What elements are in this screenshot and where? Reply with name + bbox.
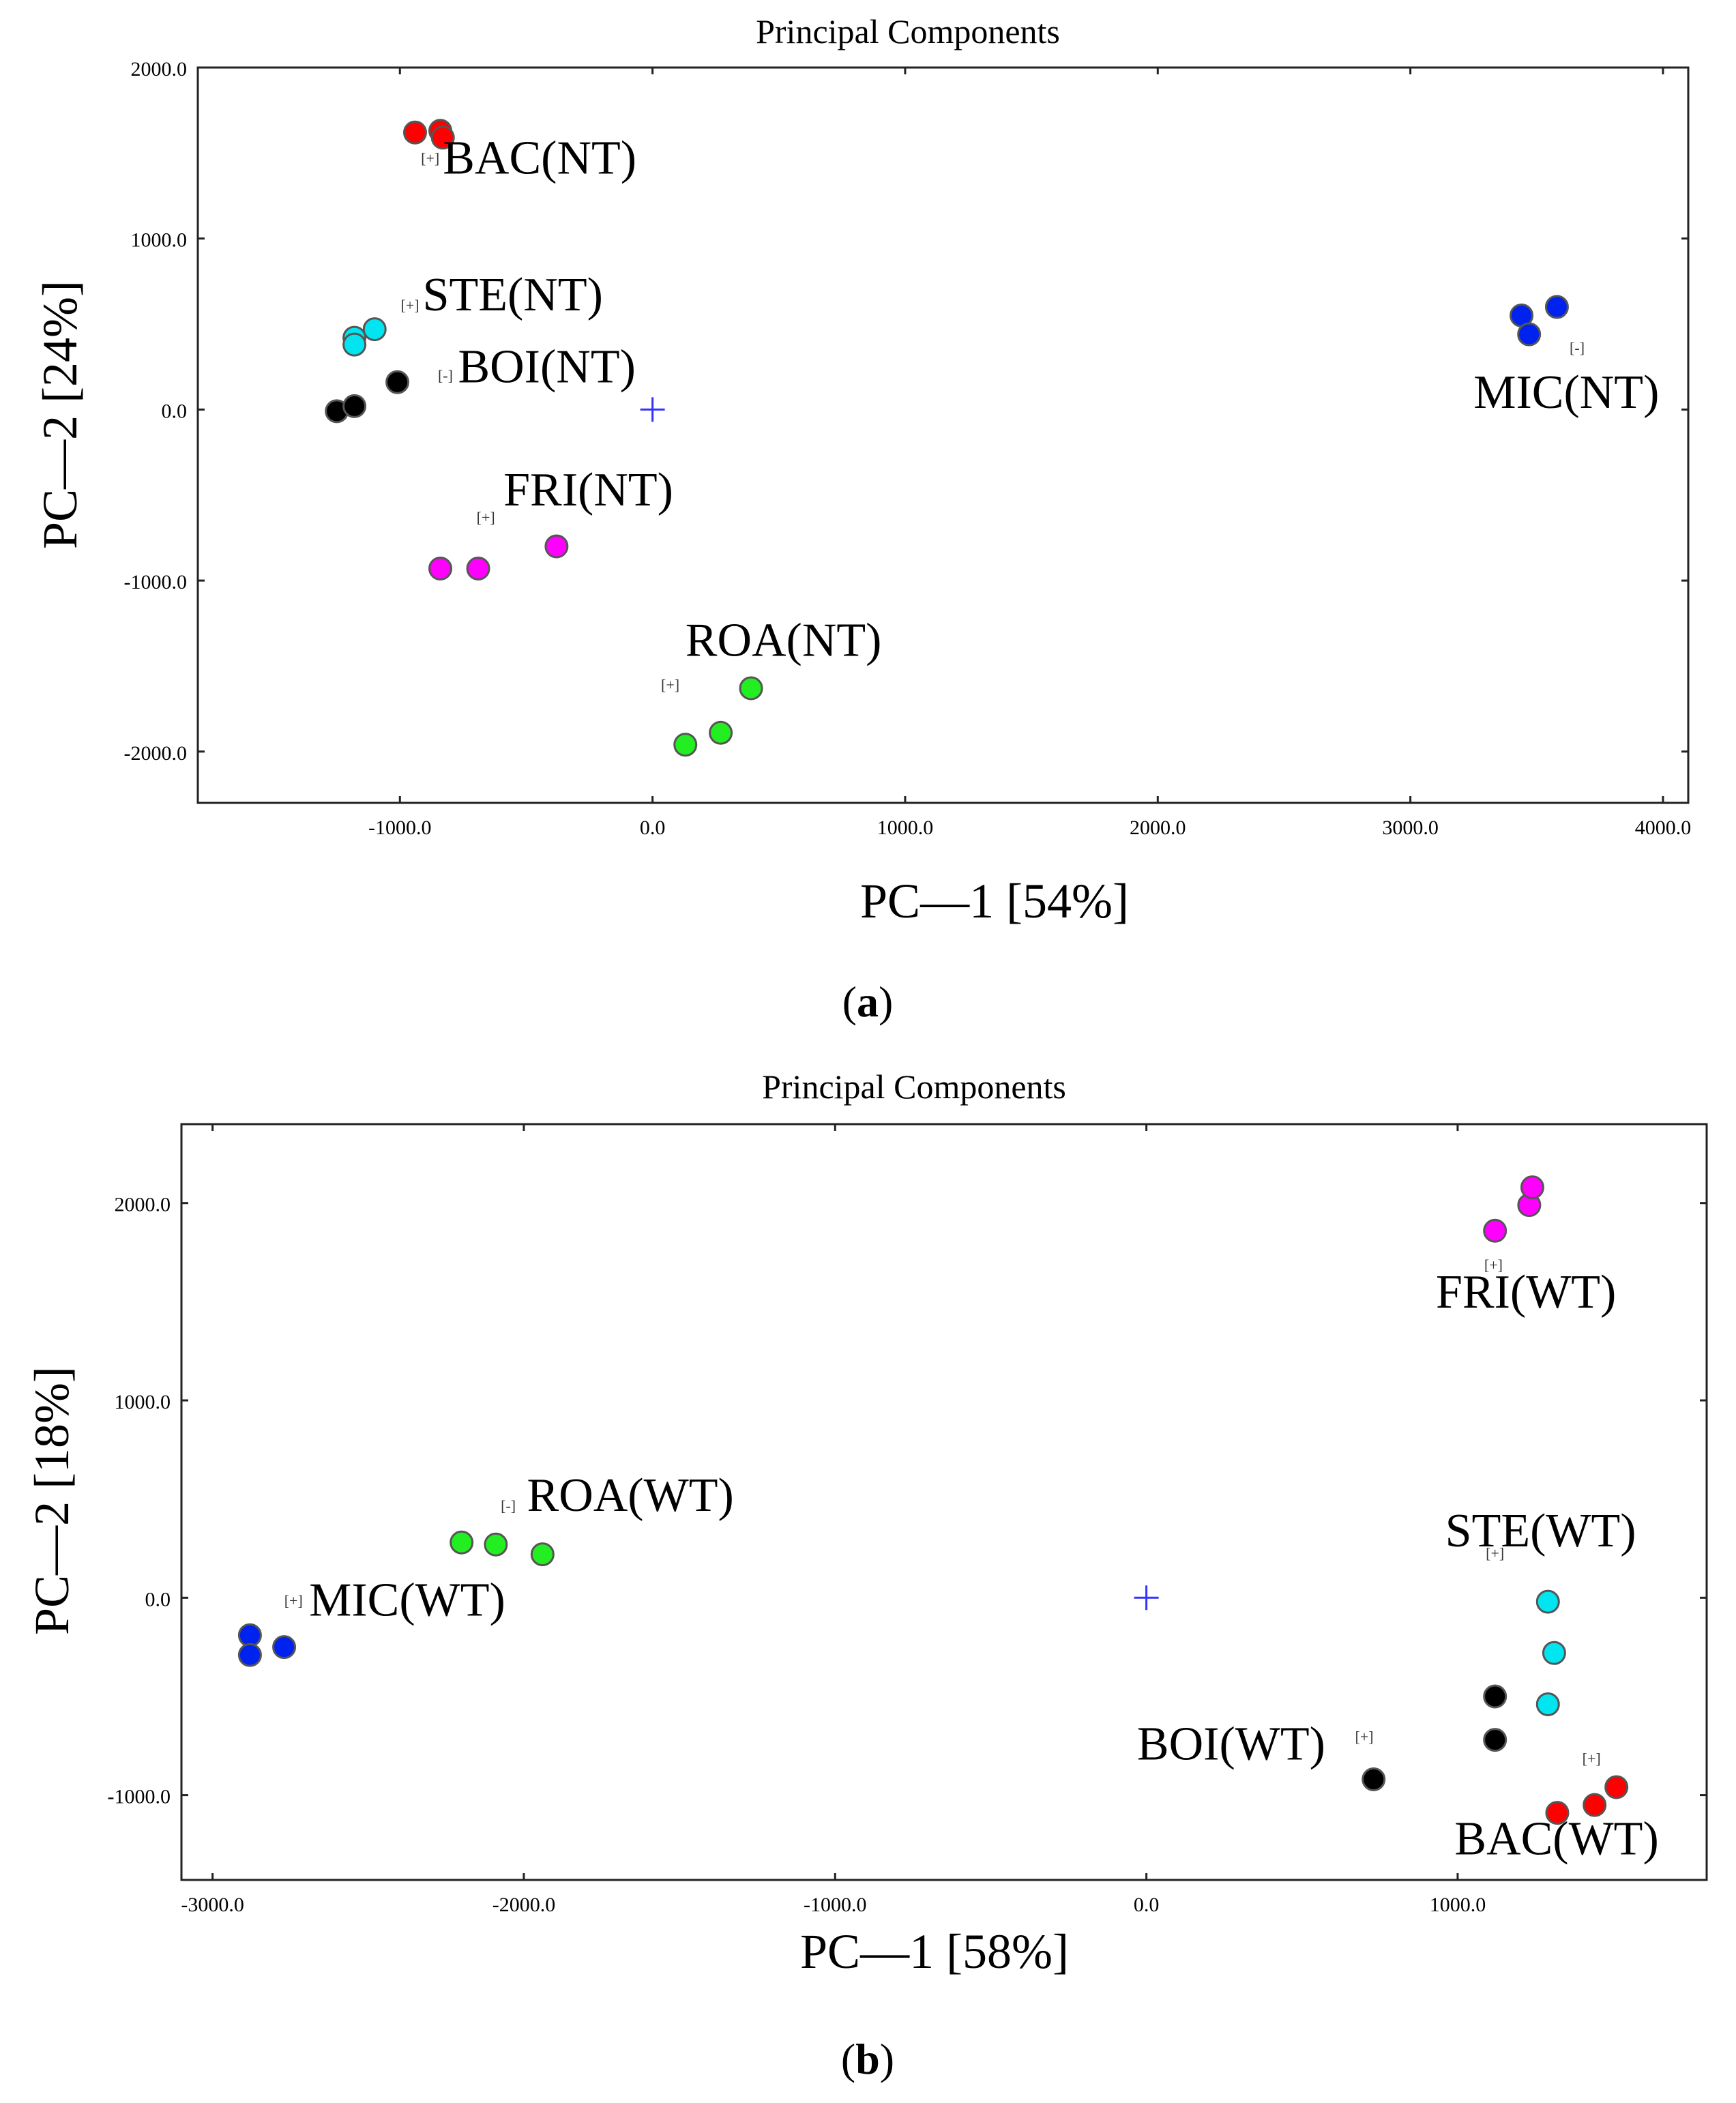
panel-a-marks: [+] BAC(NT)[+] STE(NT)[-] BOI(NT)[+]FRI(NT)… bbox=[325, 119, 1659, 757]
panel-a-marker-stent: [+] bbox=[401, 297, 420, 314]
panel-b-x-tick-label: -3000.0 bbox=[181, 1894, 244, 1916]
panel-b-x-tick-label: 0.0 bbox=[1134, 1894, 1160, 1916]
panel-b-x-ticks: -3000.0 -2000.0 -1000.0 0.0 1000.0 bbox=[181, 1124, 1486, 1916]
panel-a-x-ticks: -1000.0 0.0 1000.0 2000.0 3000.0 4000.0 bbox=[368, 68, 1691, 839]
panel-a-point-roant bbox=[739, 676, 763, 701]
panel-a-x-tick-label: 0.0 bbox=[640, 817, 666, 839]
panel-a-point-stent bbox=[342, 332, 367, 357]
panel-a-x-tick-label: 4000.0 bbox=[1635, 817, 1692, 839]
panel-a-y-axis-label: PC—2 [24%] bbox=[33, 280, 87, 549]
panel-b-point-boiwt bbox=[1362, 1767, 1386, 1791]
panel-b-y-tick-label: 2000.0 bbox=[115, 1194, 171, 1216]
panel-b-x-tick-label: -1000.0 bbox=[804, 1894, 867, 1916]
panel-a-marker-boint: [-] bbox=[438, 367, 453, 384]
panel-b-point-micwt bbox=[237, 1623, 262, 1647]
panel-a-y-ticks: -2000.0 -1000.0 0.0 1000.0 2000.0 bbox=[124, 58, 1688, 765]
panel-b-chart: Principal Components -1000.0 0.0 1000.0 200… bbox=[25, 1068, 1708, 2083]
panel-a-point-frint bbox=[544, 534, 569, 559]
panel-b-caption: (b) bbox=[841, 2035, 894, 2083]
panel-b-point-friwt bbox=[1483, 1218, 1507, 1243]
panel-a-x-tick-label: 1000.0 bbox=[877, 817, 934, 839]
panel-a-point-frint bbox=[466, 557, 490, 581]
panel-b-marker-friwt: [+] bbox=[1484, 1256, 1503, 1274]
panel-a-marker-micnt: [-] bbox=[1570, 340, 1585, 357]
panel-a-marker-roant: [+] bbox=[661, 677, 679, 694]
panel-a-marker-bacnt: [+] bbox=[421, 149, 439, 166]
panel-b-point-boiwt bbox=[1483, 1684, 1507, 1709]
panel-a-point-bacnt bbox=[430, 126, 455, 150]
panel-b-marks: [+]FRI(WT)[-] ROA(WT)[+] MIC(WT)[+]STE(WT)… bbox=[237, 1175, 1659, 1865]
panel-b-x-tick-label: -2000.0 bbox=[492, 1894, 556, 1916]
panel-b-point-stewt bbox=[1535, 1692, 1560, 1717]
panel-b-title: Principal Components bbox=[762, 1068, 1066, 1106]
panel-b-y-tick-label: -1000.0 bbox=[108, 1786, 171, 1808]
panel-b-label-boiwt: BOI(WT) bbox=[1137, 1718, 1325, 1771]
panel-b-point-boiwt bbox=[1483, 1728, 1507, 1752]
panel-b-point-stewt bbox=[1535, 1589, 1560, 1614]
panel-a-chart: Principal Components -2000.0 -1000.0 0.0 10… bbox=[33, 12, 1691, 1026]
panel-a-point-micnt bbox=[1544, 295, 1569, 319]
panel-a-origin-marker bbox=[640, 397, 665, 422]
panel-b-point-bacwt bbox=[1545, 1801, 1570, 1825]
panel-a-point-bacnt bbox=[402, 120, 427, 145]
panel-b-point-bacwt bbox=[1583, 1793, 1607, 1817]
panel-b-point-friwt bbox=[1520, 1175, 1544, 1200]
panel-b-point-roawt bbox=[450, 1530, 474, 1555]
panel-a-caption: (a) bbox=[842, 977, 894, 1026]
panel-a-x-tick-label: -1000.0 bbox=[368, 817, 432, 839]
panel-a-y-tick-label: 0.0 bbox=[162, 400, 188, 422]
panel-b-label-bacwt: BAC(WT) bbox=[1454, 1812, 1658, 1865]
panel-b-label-friwt: FRI(WT) bbox=[1436, 1266, 1616, 1319]
panel-b-label-micwt: MIC(WT) bbox=[309, 1574, 505, 1626]
panel-a-y-tick-label: 2000.0 bbox=[131, 58, 188, 80]
panel-a-label-bacnt: BAC(NT) bbox=[443, 132, 636, 184]
panel-a-point-roant bbox=[673, 733, 698, 757]
panel-a-label-stent: STE(NT) bbox=[423, 269, 603, 321]
panel-a-point-stent bbox=[362, 317, 387, 342]
panel-a-label-roant: ROA(NT) bbox=[686, 614, 882, 666]
panel-a-title: Principal Components bbox=[756, 12, 1060, 50]
panel-a-point-boint bbox=[385, 370, 410, 394]
panel-a-y-tick-label: -1000.0 bbox=[124, 571, 188, 593]
panel-a-point-frint bbox=[428, 557, 453, 581]
panel-b-point-micwt bbox=[237, 1643, 262, 1667]
panel-a-y-tick-label: 1000.0 bbox=[131, 229, 188, 252]
panel-b-y-ticks: -1000.0 0.0 1000.0 2000.0 bbox=[108, 1194, 1707, 1808]
panel-a-label-micnt: MIC(NT) bbox=[1473, 366, 1659, 419]
panel-b-point-micwt bbox=[272, 1635, 297, 1660]
panel-b-plot-frame bbox=[180, 1123, 1708, 1881]
panel-b-marker-bacwt: [+] bbox=[1583, 1750, 1601, 1767]
panel-a-point-boint bbox=[342, 394, 367, 418]
panel-b-label-roawt: ROA(WT) bbox=[527, 1469, 734, 1522]
panel-b-y-tick-label: 1000.0 bbox=[115, 1391, 171, 1413]
panel-a-plot-frame bbox=[196, 66, 1690, 804]
panel-b-marker-micwt: [+] bbox=[284, 1592, 303, 1609]
panel-a-x-tick-label: 2000.0 bbox=[1130, 817, 1186, 839]
panel-b-marker-roawt: [-] bbox=[501, 1497, 516, 1514]
panel-a-x-axis-label: PC—1 [54%] bbox=[860, 874, 1129, 928]
panel-a-label-frint: FRI(NT) bbox=[503, 464, 673, 516]
panel-a-label-boint: BOI(NT) bbox=[458, 340, 635, 393]
panel-b-x-axis-label: PC—1 [58%] bbox=[800, 1924, 1069, 1979]
panel-b-marker-boiwt: [+] bbox=[1355, 1728, 1374, 1745]
panel-a-point-roant bbox=[709, 720, 733, 745]
panel-b-point-stewt bbox=[1542, 1641, 1566, 1665]
panel-b-y-tick-label: 0.0 bbox=[145, 1588, 171, 1611]
panel-b-x-tick-label: 1000.0 bbox=[1430, 1894, 1486, 1916]
panel-a-marker-frint: [+] bbox=[477, 509, 495, 526]
panel-b-label-stewt: STE(WT) bbox=[1445, 1505, 1636, 1557]
panel-b-point-bacwt bbox=[1604, 1775, 1629, 1799]
panel-a-x-tick-label: 3000.0 bbox=[1382, 817, 1439, 839]
panel-b-y-axis-label: PC—2 [18%] bbox=[25, 1366, 79, 1635]
panel-b-origin-marker bbox=[1134, 1585, 1159, 1611]
panel-b-point-roawt bbox=[530, 1542, 555, 1567]
panel-a-point-micnt bbox=[1517, 322, 1542, 347]
panel-a-y-tick-label: -2000.0 bbox=[124, 742, 188, 765]
panel-b-marker-stewt: [+] bbox=[1486, 1544, 1504, 1561]
panel-b-point-roawt bbox=[484, 1532, 508, 1557]
